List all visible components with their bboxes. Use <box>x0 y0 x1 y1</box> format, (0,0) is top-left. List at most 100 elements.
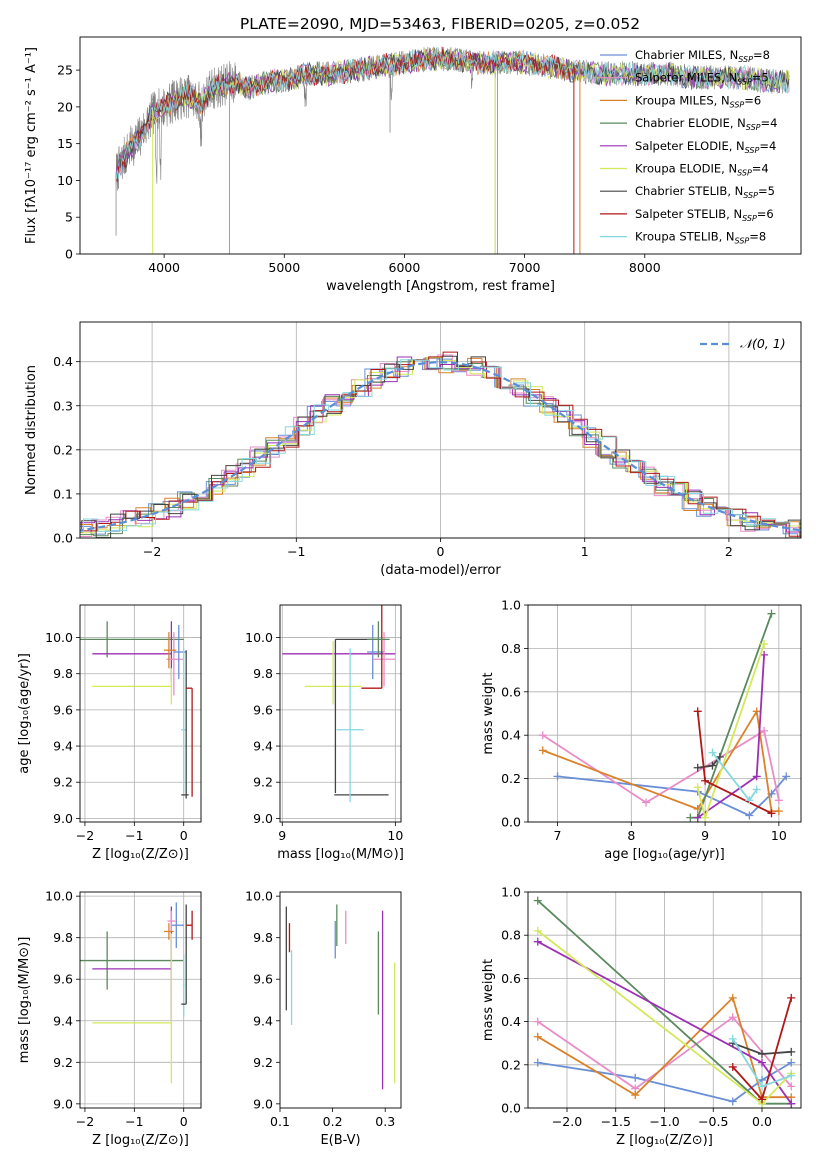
weight-z-point <box>631 1091 640 1100</box>
legend-label-sub: SSP <box>745 146 760 155</box>
weight-age-xtick-label: 9 <box>701 828 709 843</box>
age-z-ytick-label: 9.0 <box>53 811 73 826</box>
legend-label-main: Chabrier MILES, N <box>635 48 738 62</box>
age-z-ytick-label: 10.0 <box>45 630 73 645</box>
legend-label-suffix: =4 <box>752 162 769 176</box>
spectrum-xtick-label: 7000 <box>509 260 541 275</box>
histogram-xtick-label: −1 <box>287 544 305 559</box>
legend-label-suffix: =4 <box>759 139 776 153</box>
weight-age-ytick-label: 0.6 <box>501 684 521 699</box>
legend-label-main: Salpeter STELIB, N <box>635 207 742 221</box>
legend-label: Kroupa MILES, NSSP=6 <box>635 93 761 109</box>
age-mass-ytick-label: 9.8 <box>253 666 273 681</box>
histogram-ytick-label: 0.1 <box>53 486 73 501</box>
weight-age-point <box>760 726 769 735</box>
mass-ebv-panel: 0.1 0.2 0.3 9.0 9.2 9.4 9.6 9.8 10.0 E(B-V) <box>245 889 402 1148</box>
age-z-frame <box>79 604 202 823</box>
weight-z-point <box>533 937 542 946</box>
spectrum-plot-area <box>115 46 790 254</box>
weight-age-point <box>693 763 702 772</box>
histogram-plot-area <box>80 351 801 538</box>
weight-z-ytick-label: 0.2 <box>501 1057 521 1072</box>
weight-age-point <box>752 785 761 794</box>
mass-ebv-xlabel: E(B-V) <box>320 1133 360 1148</box>
histogram-ylabel: Normed distribution <box>24 365 39 495</box>
legend-label: Kroupa STELIB, NSSP=8 <box>635 230 766 246</box>
legend-label-suffix: =6 <box>757 207 774 221</box>
weight-z-point <box>728 1034 737 1043</box>
weight-z-xtick-label: −1.5 <box>601 1114 631 1129</box>
legend-label-sub: SSP <box>743 191 758 200</box>
weight-age-point <box>760 640 769 649</box>
weight-z-point <box>533 926 542 935</box>
weight-z-ytick-label: 0.0 <box>501 1101 521 1116</box>
weight-age-point <box>538 731 547 740</box>
mass-ebv-frame <box>279 891 402 1109</box>
weight-age-point <box>767 609 776 618</box>
histogram-xtick-label: −2 <box>143 544 161 559</box>
weight-z-xlabel: Z [log₁₀(Z/Z⊙)] <box>616 1133 713 1148</box>
mass-z-xtick-label: −2 <box>76 1114 94 1129</box>
histogram-ytick-label: 0.2 <box>53 442 73 457</box>
legend-label-main: Salpeter MILES, N <box>635 71 737 85</box>
histogram-ytick-label: 0.0 <box>53 531 73 546</box>
spectrum-xtick-label: 4000 <box>148 260 180 275</box>
figure-title: PLATE=2090, MJD=53463, FIBERID=0205, z=0… <box>240 15 640 33</box>
mass-z-ytick-label: 9.6 <box>53 972 73 987</box>
weight-z-point <box>787 1071 796 1080</box>
spectrum-ytick-label: 20 <box>57 99 73 114</box>
histogram-ytick-label: 0.3 <box>53 398 73 413</box>
age-z-xlabel: Z [log₁₀(Z/Z⊙)] <box>92 847 189 862</box>
legend-label: Salpeter STELIB, NSSP=6 <box>635 207 774 223</box>
mass-ebv-xtick-label: 0.2 <box>323 1114 343 1129</box>
mass-ebv-ytick-label: 10.0 <box>245 889 273 904</box>
age-mass-ytick-label: 9.2 <box>253 775 273 790</box>
weight-age-ytick-label: 0.2 <box>501 771 521 786</box>
weight-age-xtick-label: 8 <box>627 828 635 843</box>
age-z-ytick-label: 9.8 <box>53 666 73 681</box>
mass-z-ytick-label: 10.0 <box>45 889 73 904</box>
weight-age-ytick-label: 0.0 <box>501 815 521 830</box>
age-z-ytick-label: 9.4 <box>53 739 73 754</box>
legend-label-main: Chabrier ELODIE, N <box>635 116 746 130</box>
weight-age-xlabel: age [log₁₀(age/yr)] <box>604 847 725 862</box>
weight-z-ytick-label: 1.0 <box>501 885 521 900</box>
weight-age-point <box>760 650 769 659</box>
spectrum-xlabel: wavelength [Angstrom, rest frame] <box>326 279 555 294</box>
legend-label-main: Kroupa ELODIE, N <box>635 162 737 176</box>
weight-z-panel: −2.0 −1.5 −1.0 −0.5 0.0 0.0 0.2 0.4 0.6 0.8 1.0 Z [… <box>481 885 802 1148</box>
legend-label: Kroupa ELODIE, NSSP=4 <box>635 162 769 178</box>
weight-z-point <box>758 1082 766 1091</box>
weight-age-point <box>782 772 791 781</box>
legend-label-suffix: =8 <box>749 230 766 244</box>
mass-ebv-plot-area <box>285 904 396 1090</box>
legend-label: 𝒩(0, 1) <box>740 336 786 351</box>
mass-z-ytick-label: 9.8 <box>53 930 73 945</box>
mass-z-xtick-label: 0 <box>180 1114 188 1129</box>
histogram-legend: 𝒩(0, 1) <box>700 336 786 351</box>
weight-z-xtick-label: −1.0 <box>649 1114 679 1129</box>
weight-z-xtick-label: 0.0 <box>752 1114 772 1129</box>
weight-z-ytick-label: 0.6 <box>501 971 521 986</box>
age-z-xtick-label: 0 <box>180 828 188 843</box>
age-mass-panel: 9 10 9.0 9.2 9.4 9.6 9.8 10.0 mass [log₁₀(M/M⊙)] <box>245 604 404 862</box>
weight-age-point <box>774 796 783 805</box>
weight-z-point <box>533 1058 542 1067</box>
model-spectrum <box>115 49 790 173</box>
weight-age-point <box>752 772 761 781</box>
age-mass-ytick-label: 9.0 <box>253 811 273 826</box>
mass-ebv-ytick-label: 9.8 <box>253 930 273 945</box>
weight-age-point <box>701 776 710 785</box>
weight-age-point <box>693 707 702 716</box>
histogram-xtick-label: 2 <box>725 544 733 559</box>
model-spectrum <box>115 46 576 183</box>
spectrum-xtick-label: 8000 <box>629 260 661 275</box>
mass-z-plot-area <box>80 902 193 1084</box>
age-mass-frame <box>279 604 402 823</box>
legend-label-main: Kroupa MILES, N <box>635 93 730 107</box>
weight-z-point <box>787 1058 796 1067</box>
weight-age-point <box>686 813 695 822</box>
weight-age-point <box>553 772 562 781</box>
normal-curve <box>80 360 801 532</box>
legend-label-main: Chabrier STELIB, N <box>635 184 743 198</box>
